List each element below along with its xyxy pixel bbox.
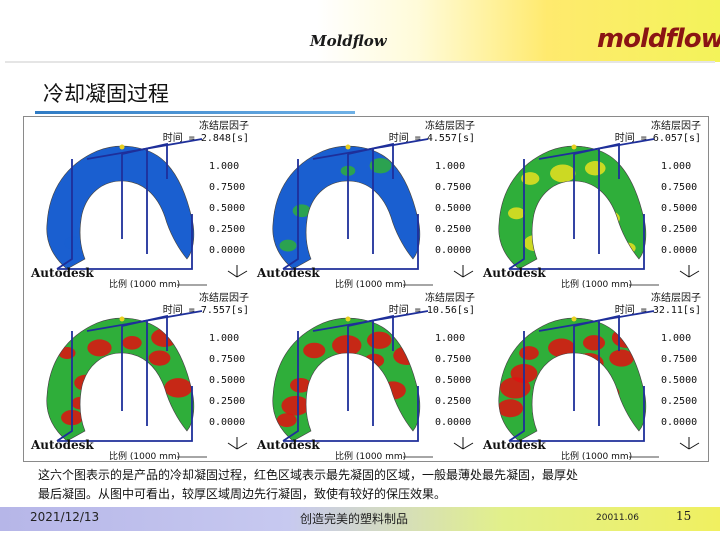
scale-label: 比例 (1000 mm) [335, 450, 406, 461]
simulation-frame: 冻结层因子 时间 = 2.848[s] 1.000 0.7500 0.5000 0.250… [23, 116, 709, 462]
time-label: 时间 = 6.057[s] [615, 131, 701, 144]
legend-tick: 0.7500 [661, 182, 697, 193]
legend-tick: 1.000 [435, 333, 465, 344]
legend-tick: 0.7500 [209, 354, 245, 365]
header-title: Moldflow [310, 32, 387, 50]
legend-tick: 0.2500 [209, 224, 245, 235]
legend-title: 冻结层因子 [651, 291, 701, 304]
footer-date: 2021/12/13 [30, 510, 100, 524]
scale-label: 比例 (1000 mm) [109, 278, 180, 289]
legend-tick: 0.0000 [435, 417, 471, 428]
legend-tick: 0.0000 [435, 245, 471, 256]
legend-title: 冻结层因子 [199, 119, 249, 132]
axis-triad-icon [227, 265, 248, 278]
runner-wireframe [282, 138, 429, 270]
result-panel-4[interactable]: 冻结层因子 时间 = 7.557[s] 1.000 0.7500 0.5000 0.250… [27, 291, 253, 461]
axis-triad-icon [679, 265, 700, 278]
legend-tick: 0.5000 [661, 203, 697, 214]
legend-title: 冻结层因子 [425, 119, 475, 132]
result-panel-5[interactable]: 冻结层因子 时间 = 10.56[s] 1.000 0.7500 0.5000 0.250… [253, 291, 479, 461]
molded-part [498, 318, 646, 441]
runner-wireframe [508, 310, 655, 442]
header-rule [5, 61, 715, 63]
footer-slogan: 创造完美的塑料制品 [300, 512, 409, 526]
scale-label: 比例 (1000 mm) [109, 450, 180, 461]
footer-code: 20011.06 [596, 513, 639, 523]
result-panel-1[interactable]: 冻结层因子 时间 = 2.848[s] 1.000 0.7500 0.5000 0.250… [27, 119, 253, 289]
legend-tick: 0.5000 [209, 203, 245, 214]
legend-tick: 1.000 [209, 333, 239, 344]
page-title: 冷却凝固过程 [43, 82, 169, 106]
legend-tick: 0.7500 [435, 182, 471, 193]
footer-band [0, 507, 720, 531]
time-label: 时间 = 32.11[s] [615, 303, 701, 316]
legend-tick: 0.7500 [209, 182, 245, 193]
runner-wireframe [56, 310, 203, 442]
time-label: 时间 = 7.557[s] [163, 303, 249, 316]
time-label: 时间 = 2.848[s] [163, 131, 249, 144]
molded-part [272, 318, 420, 441]
runner-wireframe [56, 138, 203, 270]
legend-tick: 0.2500 [661, 224, 697, 235]
legend-tick: 0.2500 [435, 396, 471, 407]
legend-tick: 0.0000 [209, 417, 245, 428]
legend-tick: 0.0000 [661, 245, 697, 256]
legend-tick: 0.7500 [661, 354, 697, 365]
legend-tick: 0.5000 [435, 203, 471, 214]
legend-tick: 0.2500 [661, 396, 697, 407]
scale-label: 比例 (1000 mm) [335, 278, 406, 289]
axis-triad-icon [453, 437, 474, 450]
autodesk-brand: Autodesk [256, 438, 320, 452]
result-panel-6[interactable]: 冻结层因子 时间 = 32.11[s] 1.000 0.7500 0.5000 0.250… [479, 291, 705, 461]
scale-label: 比例 (1000 mm) [561, 450, 632, 461]
moldflow-logo: moldflow [597, 24, 720, 54]
axis-triad-icon [679, 437, 700, 450]
header-band [0, 0, 720, 62]
runner-wireframe [282, 310, 429, 442]
time-label: 时间 = 4.557[s] [389, 131, 475, 144]
legend-title: 冻结层因子 [425, 291, 475, 304]
result-panel-2[interactable]: 冻结层因子 时间 = 4.557[s] 1.000 0.7500 0.5000 0.250… [253, 119, 479, 289]
title-underline [35, 111, 355, 114]
time-label: 时间 = 10.56[s] [389, 303, 475, 316]
autodesk-brand: Autodesk [482, 266, 546, 280]
legend-tick: 1.000 [661, 161, 691, 172]
molded-part [46, 318, 194, 441]
legend-tick: 1.000 [435, 161, 465, 172]
legend-tick: 0.7500 [435, 354, 471, 365]
page-number: 15 [676, 509, 692, 523]
legend-tick: 0.0000 [209, 245, 245, 256]
axis-triad-icon [227, 437, 248, 450]
legend-tick: 1.000 [661, 333, 691, 344]
runner-wireframe [508, 138, 655, 270]
caption-line-2: 最后凝固。从图中可看出，较厚区域周边先行凝固，致使有较好的保压效果。 [38, 487, 447, 501]
result-panel-3[interactable]: 冻结层因子 时间 = 6.057[s] 1.000 0.7500 0.5000 0.250… [479, 119, 705, 289]
legend-tick: 0.5000 [661, 375, 697, 386]
caption-line-1: 这六个图表示的是产品的冷却凝固过程，红色区域表示最先凝固的区域，一般最薄处最先凝… [38, 468, 579, 482]
scale-label: 比例 (1000 mm) [561, 278, 632, 289]
molded-part [46, 146, 194, 269]
autodesk-brand: Autodesk [30, 438, 94, 452]
autodesk-brand: Autodesk [482, 438, 546, 452]
legend-tick: 0.2500 [435, 224, 471, 235]
legend-tick: 0.5000 [435, 375, 471, 386]
legend-tick: 0.2500 [209, 396, 245, 407]
legend-tick: 1.000 [209, 161, 239, 172]
molded-part [272, 146, 420, 269]
molded-part [498, 146, 646, 269]
legend-tick: 0.0000 [661, 417, 697, 428]
legend-title: 冻结层因子 [651, 119, 701, 132]
legend-title: 冻结层因子 [199, 291, 249, 304]
axis-triad-icon [453, 265, 474, 278]
autodesk-brand: Autodesk [30, 266, 94, 280]
legend-tick: 0.5000 [209, 375, 245, 386]
autodesk-brand: Autodesk [256, 266, 320, 280]
